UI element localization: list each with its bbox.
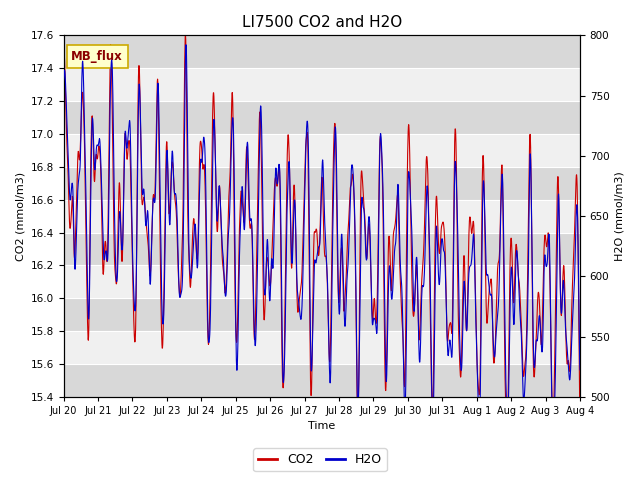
Bar xyxy=(63,232,580,265)
Bar xyxy=(63,200,580,232)
Bar xyxy=(63,101,580,134)
Bar xyxy=(63,134,580,167)
Y-axis label: H2O (mmol/m3): H2O (mmol/m3) xyxy=(615,171,625,261)
Y-axis label: CO2 (mmol/m3): CO2 (mmol/m3) xyxy=(15,171,25,261)
Bar xyxy=(63,265,580,298)
Bar xyxy=(63,331,580,364)
Title: LI7500 CO2 and H2O: LI7500 CO2 and H2O xyxy=(242,15,402,30)
Legend: CO2, H2O: CO2, H2O xyxy=(253,448,387,471)
X-axis label: Time: Time xyxy=(308,421,335,432)
Bar xyxy=(63,298,580,331)
Bar xyxy=(63,364,580,397)
Bar xyxy=(63,36,580,68)
Bar xyxy=(63,68,580,101)
Text: MB_flux: MB_flux xyxy=(71,50,123,63)
Bar xyxy=(63,167,580,200)
